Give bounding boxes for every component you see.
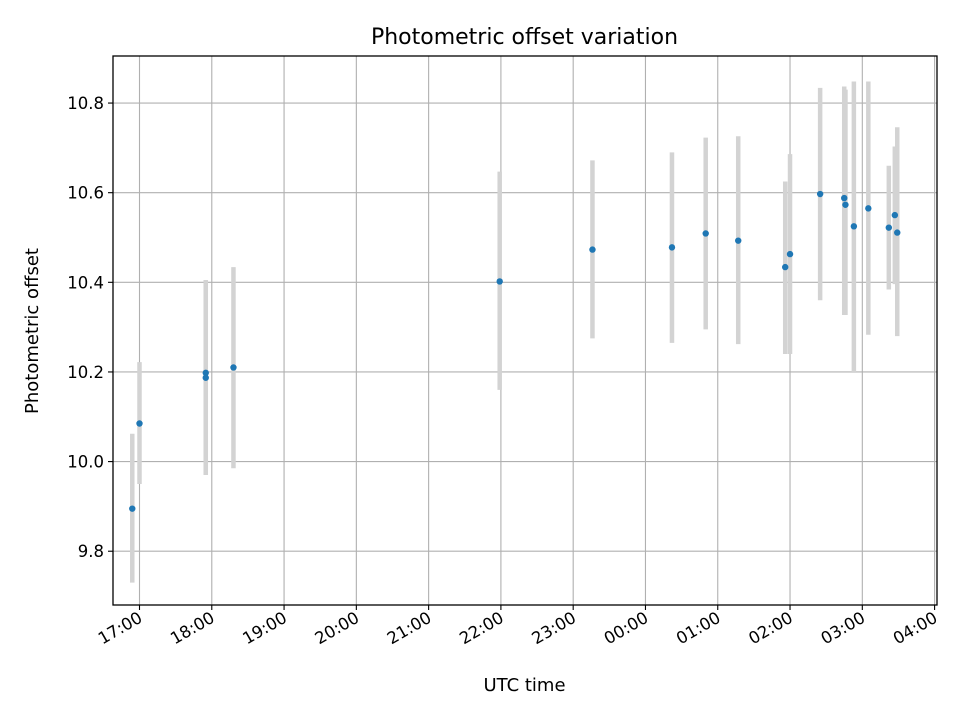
data-point: [496, 278, 503, 285]
x-tick-label: 03:00: [818, 608, 869, 648]
data-point: [589, 246, 596, 253]
grid-lines: [113, 56, 937, 605]
x-tick-label: 20:00: [312, 608, 363, 648]
data-point: [841, 194, 848, 202]
y-tick-label: 10.6: [67, 184, 104, 203]
y-tick-label: 10.2: [67, 363, 104, 382]
data-points: [129, 190, 901, 512]
x-tick-label: 21:00: [384, 608, 435, 648]
data-point: [129, 505, 136, 512]
data-point: [735, 237, 742, 244]
x-tick-label: 02:00: [745, 608, 796, 648]
x-axis-ticks: 17:00 18:00 19:00 20:00 21:00 22:00 23:00 00:00…: [95, 605, 941, 648]
data-point: [202, 374, 209, 381]
data-point: [782, 263, 789, 271]
error-bars: [130, 81, 900, 583]
data-point: [668, 244, 676, 251]
data-point: [885, 224, 893, 231]
y-tick-label: 10.4: [67, 273, 104, 292]
y-tick-label: 9.8: [78, 542, 104, 561]
y-axis-ticks: 9.8 10.0 10.2 10.4 10.6 10.8: [67, 94, 113, 561]
x-axis-label: UTC time: [483, 675, 565, 696]
data-point: [816, 190, 824, 198]
data-point: [850, 223, 858, 230]
x-tick-label: 17:00: [95, 608, 146, 648]
x-tick-label: 04:00: [890, 608, 941, 648]
data-point: [865, 205, 872, 212]
x-tick-label: 01:00: [673, 608, 724, 648]
x-tick-label: 23:00: [528, 608, 579, 648]
data-point: [894, 229, 901, 236]
y-axis-label: Photometric offset: [22, 248, 43, 414]
x-tick-label: 18:00: [167, 608, 218, 648]
data-point: [842, 201, 849, 208]
y-tick-label: 10.0: [67, 453, 104, 472]
chart-title: Photometric offset variation: [371, 25, 678, 50]
y-tick-label: 10.8: [67, 94, 104, 113]
data-point: [702, 230, 709, 237]
data-point: [230, 364, 237, 371]
x-tick-label: 00:00: [601, 608, 652, 648]
data-point: [136, 420, 143, 427]
data-point: [786, 250, 794, 258]
data-point: [891, 211, 899, 219]
x-tick-label: 19:00: [239, 608, 290, 648]
plot-frame: [112, 55, 938, 606]
data-point: [202, 369, 209, 377]
x-tick-label: 22:00: [456, 608, 507, 648]
